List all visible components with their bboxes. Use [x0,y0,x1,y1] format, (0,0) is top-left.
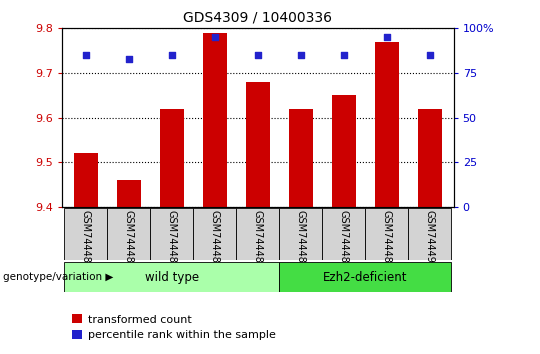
Bar [322,208,366,260]
Text: GSM744489: GSM744489 [382,210,392,269]
Text: GSM744487: GSM744487 [296,210,306,269]
Bar [74,153,98,207]
Title: GDS4309 / 10400336: GDS4309 / 10400336 [184,10,332,24]
Bar [246,82,269,207]
Bar [107,208,150,260]
Bar [408,208,451,260]
Point [340,52,348,58]
Bar [160,109,184,207]
Text: genotype/variation ▶: genotype/variation ▶ [3,272,113,282]
Point [211,34,219,40]
Text: GSM744488: GSM744488 [339,210,349,269]
Point [167,52,176,58]
Bar [366,208,408,260]
Point [426,52,434,58]
Point [296,52,305,58]
Text: Ezh2-deficient: Ezh2-deficient [323,270,408,284]
Bar [150,208,193,260]
Bar [279,208,322,260]
Bar [203,33,227,207]
Bar [64,208,107,260]
Point [82,52,90,58]
Bar [418,109,442,207]
Bar [64,262,279,292]
Bar [332,95,356,207]
Point [253,52,262,58]
Point [124,56,133,62]
Bar [117,180,140,207]
Legend: transformed count, percentile rank within the sample: transformed count, percentile rank withi… [68,310,280,345]
Bar [237,208,279,260]
Text: GSM744482: GSM744482 [81,210,91,269]
Bar [375,42,399,207]
Text: GSM744490: GSM744490 [425,210,435,269]
Text: GSM744483: GSM744483 [124,210,134,269]
Text: GSM744484: GSM744484 [167,210,177,269]
Text: wild type: wild type [145,270,199,284]
Point [383,34,391,40]
Bar [279,262,451,292]
Bar [193,208,237,260]
Text: GSM744486: GSM744486 [253,210,263,269]
Text: GSM744485: GSM744485 [210,210,220,269]
Bar [289,109,313,207]
